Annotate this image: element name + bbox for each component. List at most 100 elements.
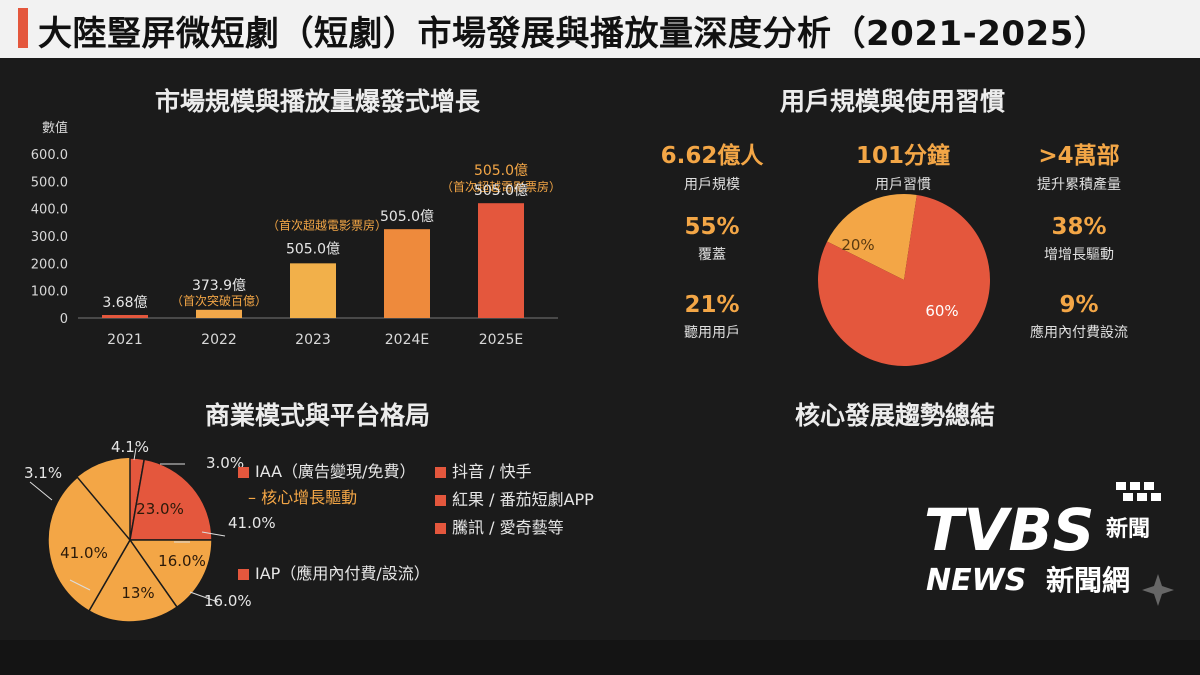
leader-line — [69, 579, 91, 591]
pie-outer-label: 4.1% — [111, 438, 149, 456]
trends-section-title: 核心發展趨勢總結 — [795, 401, 996, 430]
stat-label: 覆蓋 — [698, 247, 726, 263]
y-tick-label: 100.0 — [31, 285, 68, 300]
sparkle-icon — [1142, 574, 1174, 606]
pie-slice-label: 60% — [925, 302, 958, 320]
pie-outer-label: 3.1% — [24, 464, 62, 482]
logo-net-text: 新聞網 — [1046, 564, 1130, 597]
biz-pie-slice — [129, 458, 213, 541]
legend-iaa: IAA（廣告變現/免費） — [238, 458, 415, 482]
legend-iaa-sub: – 核心增長驅動 — [248, 484, 357, 508]
user-pie-slice — [827, 194, 917, 280]
x-tick-label: 2025E — [479, 332, 523, 348]
stat-label: 用戶規模 — [684, 177, 740, 193]
stat-paid-users: 21% 聽用用戶 — [637, 292, 787, 342]
legend-label: 騰訊 / 愛奇藝等 — [452, 518, 564, 537]
pie-inner-label: 41.0% — [60, 544, 108, 562]
user-pie-slice — [818, 194, 990, 366]
legend-tencent: 騰訊 / 愛奇藝等 — [435, 514, 564, 538]
pie-outer-label: 41.0% — [228, 514, 276, 532]
pie-inner-label: 16.0% — [158, 552, 206, 570]
stat-label: 用戶習慣 — [875, 177, 931, 193]
bar-value-label: 505.0億 — [380, 209, 434, 225]
bar-2023 — [290, 263, 336, 318]
stat-coverage: 55% 覆蓋 — [637, 214, 787, 264]
title-accent-bar — [18, 8, 28, 48]
pie-outer-label: 3.0% — [206, 454, 244, 472]
legend-hongguo: 紅果 / 番茄短劇APP — [435, 486, 594, 510]
stat-value: 9% — [1059, 292, 1099, 318]
pie-inner-label: 13% — [121, 584, 154, 602]
logo-brand-text: TVBS — [924, 496, 1094, 564]
stat-value: 21% — [684, 292, 740, 318]
legend-sub-label: – 核心增長驅動 — [248, 488, 358, 507]
leader-line — [133, 447, 137, 461]
legend-label: IAP（應用內付費/設流） — [255, 564, 430, 583]
legend-swatch — [435, 467, 446, 478]
y-axis-label: 數值 — [42, 120, 68, 136]
biz-pie-slice — [87, 538, 179, 623]
biz-pie-slice — [47, 476, 131, 613]
legend-swatch — [238, 569, 249, 580]
stat-label: 聽用用戶 — [684, 325, 740, 341]
page-title: 大陸豎屏微短劇（短劇）市場發展與播放量深度分析（2021-2025） — [38, 14, 1109, 54]
pie-outer-label: 16.0% — [204, 592, 252, 610]
leader-line — [29, 481, 53, 501]
tvbs-logo-graphic: TVBS 新聞 NEWS 新聞網 — [924, 482, 1174, 606]
stat-user-time: 101分鐘 用戶習慣 — [828, 136, 978, 194]
x-tick-label: 2022 — [201, 332, 237, 348]
logo-news-text: NEWS — [926, 563, 1026, 598]
bar-value-label: 505.0億 — [474, 163, 528, 179]
stat-value: >4萬部 — [1038, 143, 1120, 169]
x-tick-label: 2024E — [385, 332, 429, 348]
bar-2024E — [384, 229, 430, 318]
legend-douyin: 抖音 / 快手 — [435, 458, 532, 482]
y-tick-label: 300.0 — [31, 230, 68, 245]
logo-tag-text: 新聞 — [1106, 516, 1150, 542]
legend-label: IAA（廣告變現/免費） — [255, 462, 416, 481]
y-tick-label: 600.0 — [31, 148, 68, 163]
y-tick-label: 0 — [60, 312, 68, 327]
market-section-title: 市場規模與播放量爆發式增長 — [155, 87, 481, 116]
legend-label: 抖音 / 快手 — [452, 462, 532, 481]
bar-note-label: （首次超越電影票房） — [267, 217, 387, 232]
legend-swatch — [435, 495, 446, 506]
pie-inner-label: 23.0% — [136, 500, 184, 518]
stat-label: 提升累積產量 — [1037, 177, 1121, 193]
business-section-title: 商業模式與平台格局 — [205, 401, 431, 430]
users-section-title: 用戶規模與使用習慣 — [780, 87, 1006, 116]
stat-label: 增增長驅動 — [1044, 247, 1114, 263]
leader-line — [189, 591, 219, 603]
market-bar-chart: 數值 600.0 500.0 400.0 300.0 200.0 100.0 0 2021 3.6… — [31, 120, 561, 348]
bar-value-label: 505.0億 — [286, 241, 340, 257]
stat-value: 38% — [1051, 214, 1107, 240]
stat-value: 6.62億人 — [660, 143, 764, 169]
legend-swatch — [435, 523, 446, 534]
biz-pie-slice — [128, 539, 213, 609]
pie-slice-label: 20% — [841, 236, 874, 254]
tvbs-logo: TVBS 新聞 NEWS 新聞網 — [918, 478, 1178, 608]
stat-value: 101分鐘 — [855, 143, 950, 169]
legend-iap: IAP（應用內付費/設流） — [238, 560, 430, 584]
x-tick-label: 2021 — [107, 332, 143, 348]
bar-note-label: （首次超越電影票房） — [441, 179, 561, 194]
stat-growth: 38% 增增長驅動 — [1004, 214, 1154, 264]
bar-2025E — [478, 203, 524, 318]
bar-2022 — [196, 309, 242, 318]
bar-value-label: 3.68億 — [102, 295, 147, 311]
stat-content-count: >4萬部 提升累積產量 — [1004, 136, 1154, 194]
y-tick-label: 500.0 — [31, 175, 68, 190]
business-pie-chart: 4.1% 3.0% 41.0% 3.1% 16.0% 23.0% 16.0% 41.0% 13% — [24, 438, 276, 623]
bottom-strip — [0, 640, 1200, 675]
y-tick-label: 400.0 — [31, 203, 68, 218]
x-tick-label: 2023 — [295, 332, 331, 348]
bar-note-label: （首次突破百億） — [171, 293, 267, 308]
header-banner: 大陸豎屏微短劇（短劇）市場發展與播放量深度分析（2021-2025） — [0, 0, 1200, 58]
stat-label: 應用內付費設流 — [1030, 325, 1128, 341]
stat-user-scale: 6.62億人 用戶規模 — [637, 136, 787, 194]
legend-swatch — [238, 467, 249, 478]
leader-line — [201, 531, 226, 537]
bar-value-label: 373.9億 — [192, 278, 246, 294]
stat-iap: 9% 應用內付費設流 — [1004, 292, 1154, 342]
legend-label: 紅果 / 番茄短劇APP — [452, 490, 594, 509]
